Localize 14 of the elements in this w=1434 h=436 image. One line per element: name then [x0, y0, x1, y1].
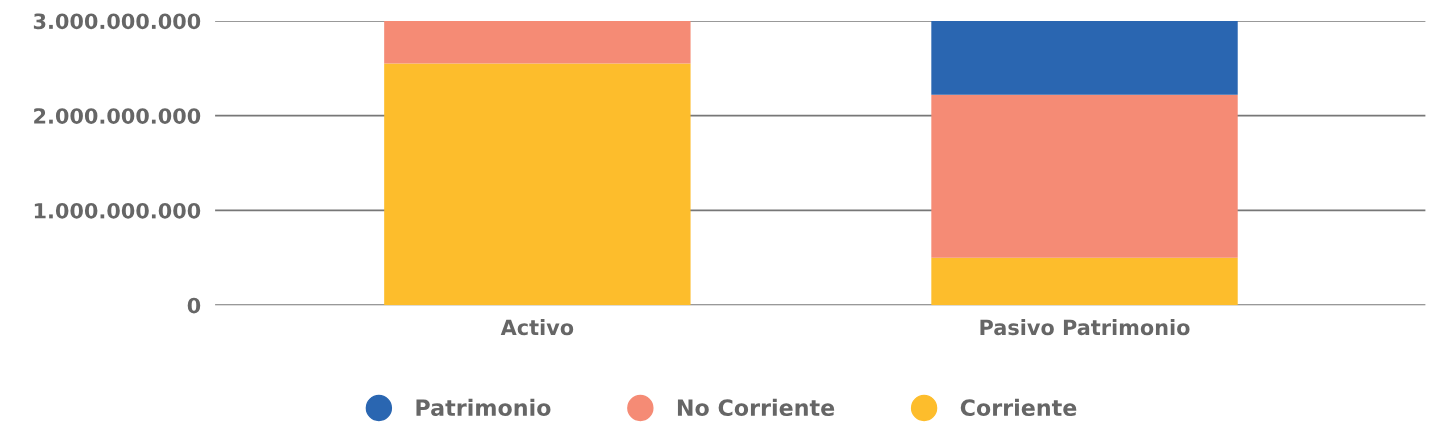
y-tick-label: 2.000.000.000	[34, 108, 201, 124]
y-tick-label: 3.000.000.000	[33, 13, 201, 30]
bar	[384, 63, 691, 306]
x-tick-label: Pasivo Patrimonio	[980, 319, 1190, 336]
y-tick-label: 1.000.000.000	[34, 202, 201, 219]
y-tick-label: 0	[187, 297, 201, 314]
bar	[384, 20, 691, 64]
legend-label: No Corriente	[677, 398, 835, 417]
bar	[931, 20, 1238, 95]
legend-label: Corriente	[960, 398, 1077, 417]
bar	[931, 94, 1238, 258]
legend-label: Patrimonio	[416, 398, 551, 417]
bar	[931, 257, 1238, 306]
x-tick-label: Activo	[500, 319, 574, 336]
